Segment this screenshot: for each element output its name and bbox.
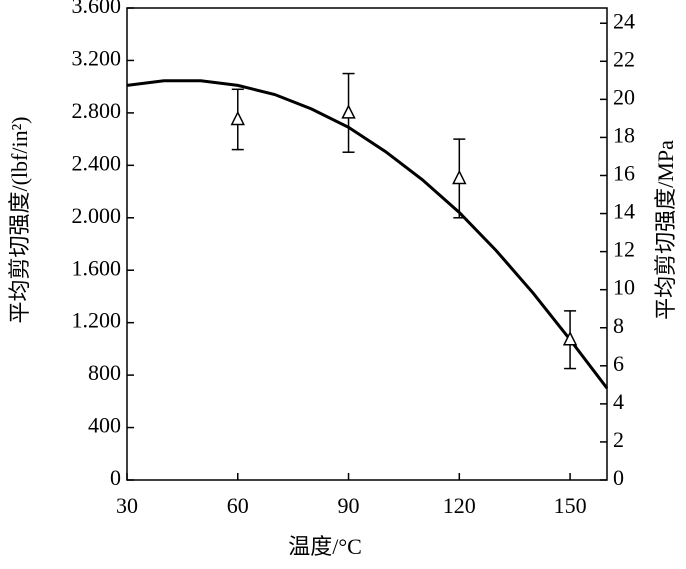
data-point	[341, 104, 356, 119]
y-axis-title: 平均剪切强度/(lbf/in²)	[7, 116, 32, 323]
y-tick-label: 1.600	[72, 255, 122, 280]
x-tick-label: 60	[227, 493, 249, 518]
data-point	[562, 331, 578, 346]
x-tick-label: 150	[554, 493, 587, 518]
plot-frame	[126, 7, 608, 481]
y2-tick-label: 16	[613, 161, 635, 186]
y2-tick-label: 20	[613, 84, 635, 109]
fit-curve	[126, 79, 609, 390]
y2-tick-label: 0	[613, 465, 624, 490]
y-tick-label: 400	[88, 413, 121, 438]
y-tick-label: 3.200	[72, 45, 122, 70]
y2-axis-title: 平均剪切强度/MPa	[653, 140, 678, 320]
y2-tick-label: 24	[613, 8, 635, 33]
y2-tick-label: 2	[613, 427, 624, 452]
y-tick-label: 1.200	[72, 308, 122, 333]
y2-tick-label: 22	[613, 46, 635, 71]
data-point	[452, 169, 467, 185]
y2-tick-label: 6	[613, 351, 624, 376]
y-tick-label: 0	[110, 465, 121, 490]
y-tick-label: 3.600	[72, 0, 122, 18]
x-tick-label: 90	[338, 493, 360, 518]
y2-tick-label: 8	[613, 313, 624, 338]
x-tick-label: 120	[443, 493, 476, 518]
y2-tick-label: 12	[613, 237, 635, 262]
y-tick-label: 2.000	[72, 203, 122, 228]
y2-tick-label: 10	[613, 275, 635, 300]
y-tick-label: 2.400	[72, 150, 122, 175]
y-tick-label: 800	[88, 360, 121, 385]
data-point	[230, 110, 245, 126]
y2-tick-label: 14	[613, 199, 635, 224]
x-axis-title: 温度/°C	[288, 534, 362, 559]
y-tick-label: 2.800	[72, 98, 122, 123]
x-tick-label: 30	[116, 493, 138, 518]
y2-tick-label: 4	[613, 389, 624, 414]
y2-tick-label: 18	[613, 122, 635, 147]
